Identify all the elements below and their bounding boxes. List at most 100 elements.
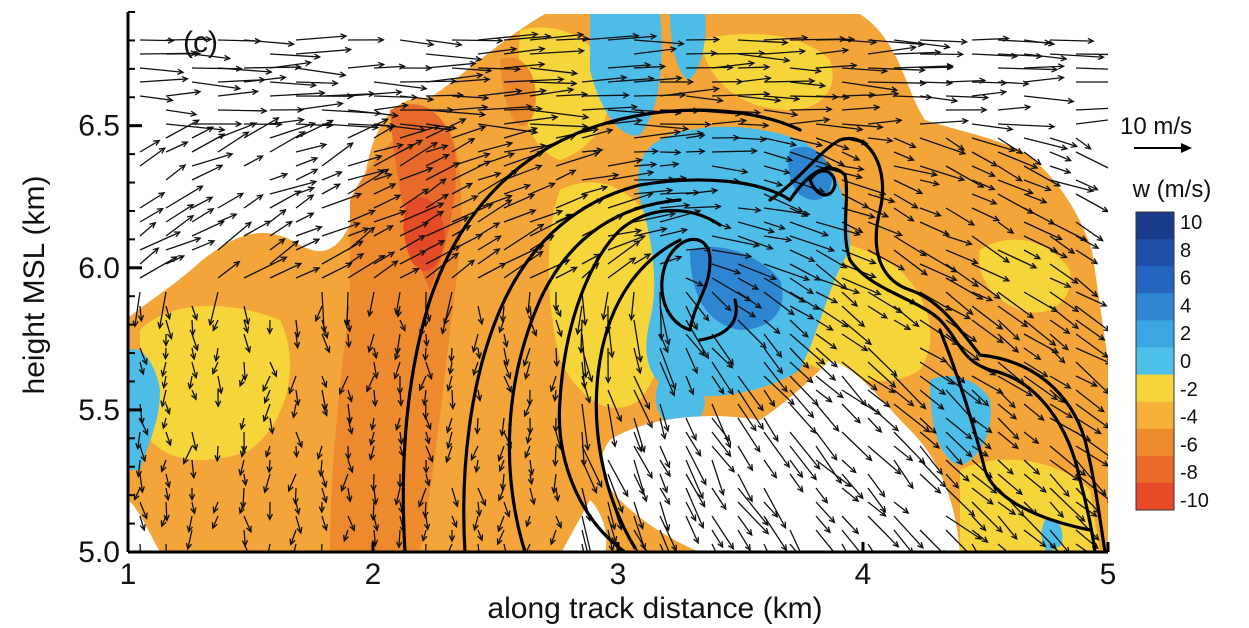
wind-vector-head [824, 161, 833, 168]
wind-vector-head [967, 219, 976, 226]
wind-vector [529, 459, 533, 475]
wind-vector-head [1060, 55, 1068, 62]
wind-vector [424, 347, 427, 360]
streamlines [401, 108, 1107, 552]
wind-vector [555, 305, 562, 317]
wind-vector [633, 473, 645, 495]
wind-vector-head [876, 123, 884, 130]
wind-vector [243, 39, 294, 45]
wind-vector-head [835, 554, 840, 560]
wind-vector-head [962, 475, 970, 482]
wind-vector-head [646, 471, 653, 479]
wind-vector-head [342, 534, 350, 543]
wind-vector [243, 155, 263, 167]
wind-vector [529, 88, 574, 97]
wind-vector [243, 515, 252, 532]
wind-vector-head [757, 404, 764, 412]
wind-vector-head [831, 453, 838, 461]
wind-vector [1075, 137, 1092, 150]
wind-vector-head [1048, 40, 1056, 47]
wind-vector [441, 291, 453, 334]
wind-vector [815, 319, 833, 331]
wind-vector-head [475, 394, 483, 402]
streamline [462, 178, 792, 552]
wind-vector-head [371, 399, 379, 408]
wind-vector-head [321, 496, 328, 504]
wind-vector [841, 389, 881, 415]
wind-vector-head [633, 239, 641, 247]
wind-vector-head [780, 521, 787, 530]
wind-vector [659, 228, 687, 237]
wind-vector [659, 177, 686, 181]
wind-vector [919, 207, 941, 217]
wind-vector [711, 515, 734, 550]
wind-vector [399, 431, 403, 444]
wind-vector-head [824, 526, 831, 534]
wind-vector-head [773, 327, 781, 335]
wind-vector-head [340, 484, 347, 493]
wind-vector [475, 459, 479, 472]
wind-vector [997, 81, 1029, 85]
wind-vector-head [806, 376, 814, 384]
wind-vector-head [1030, 262, 1038, 269]
colorbar-swatch [1136, 293, 1174, 321]
wind-vector [763, 137, 796, 146]
wind-vector-head [320, 326, 328, 334]
wind-vector-head [807, 313, 815, 320]
wind-vector-head [934, 210, 942, 217]
wind-vector [424, 543, 427, 552]
wind-vector [1075, 389, 1105, 413]
wind-vector-head [664, 470, 671, 478]
wind-vector-head [1092, 242, 1100, 249]
wind-vector-head [811, 398, 819, 406]
wind-vector-head [776, 367, 784, 375]
wind-vector [347, 210, 375, 223]
wind-vector [763, 37, 808, 41]
wind-vector-head [344, 453, 352, 461]
wind-vector-head [241, 374, 248, 382]
wind-vector-head [1024, 104, 1032, 111]
wind-vector-head [399, 209, 407, 216]
wind-vector [212, 361, 219, 374]
wind-vector-head [718, 488, 725, 497]
wind-vector-head [604, 376, 612, 384]
wind-vector [867, 137, 893, 142]
wind-vector-head [194, 236, 202, 243]
wind-vector [1049, 179, 1094, 192]
colorbar-tick-label: -2 [1180, 379, 1198, 401]
wind-vector-head [1033, 468, 1041, 476]
wind-vector [503, 89, 546, 97]
wind-vector [347, 515, 355, 531]
wind-vector-head [939, 480, 947, 488]
wind-vector-head [483, 152, 491, 159]
wind-vector [997, 137, 1023, 154]
wind-vector-head [423, 339, 430, 348]
wind-vector-head [250, 122, 258, 129]
wind-vector-head [161, 422, 168, 430]
wind-vector [945, 137, 965, 151]
wind-vector-head [344, 46, 353, 54]
wind-vector-head [480, 499, 487, 507]
wind-vector [139, 78, 188, 83]
wind-vector [919, 81, 952, 84]
wind-vector-head [670, 382, 677, 391]
wind-vector [685, 417, 697, 441]
wind-vector [347, 403, 351, 423]
wind-vector-head [704, 121, 712, 128]
wind-vector-head [971, 258, 979, 265]
wind-vector [867, 347, 898, 377]
wind-vector-head [832, 424, 840, 432]
wind-vector [1075, 487, 1101, 514]
wind-vector-head [549, 538, 556, 546]
wind-vector [919, 431, 940, 449]
wind-vector [183, 445, 193, 464]
wind-vector-head [696, 280, 705, 287]
wind-vector-head [421, 534, 428, 543]
wind-vector [217, 67, 272, 73]
wind-vector [447, 431, 453, 449]
wind-vector [659, 473, 668, 493]
wind-vector-head [1117, 79, 1122, 84]
wind-vector-head [322, 331, 329, 340]
wind-vector [477, 262, 506, 279]
wind-vector [867, 221, 903, 236]
